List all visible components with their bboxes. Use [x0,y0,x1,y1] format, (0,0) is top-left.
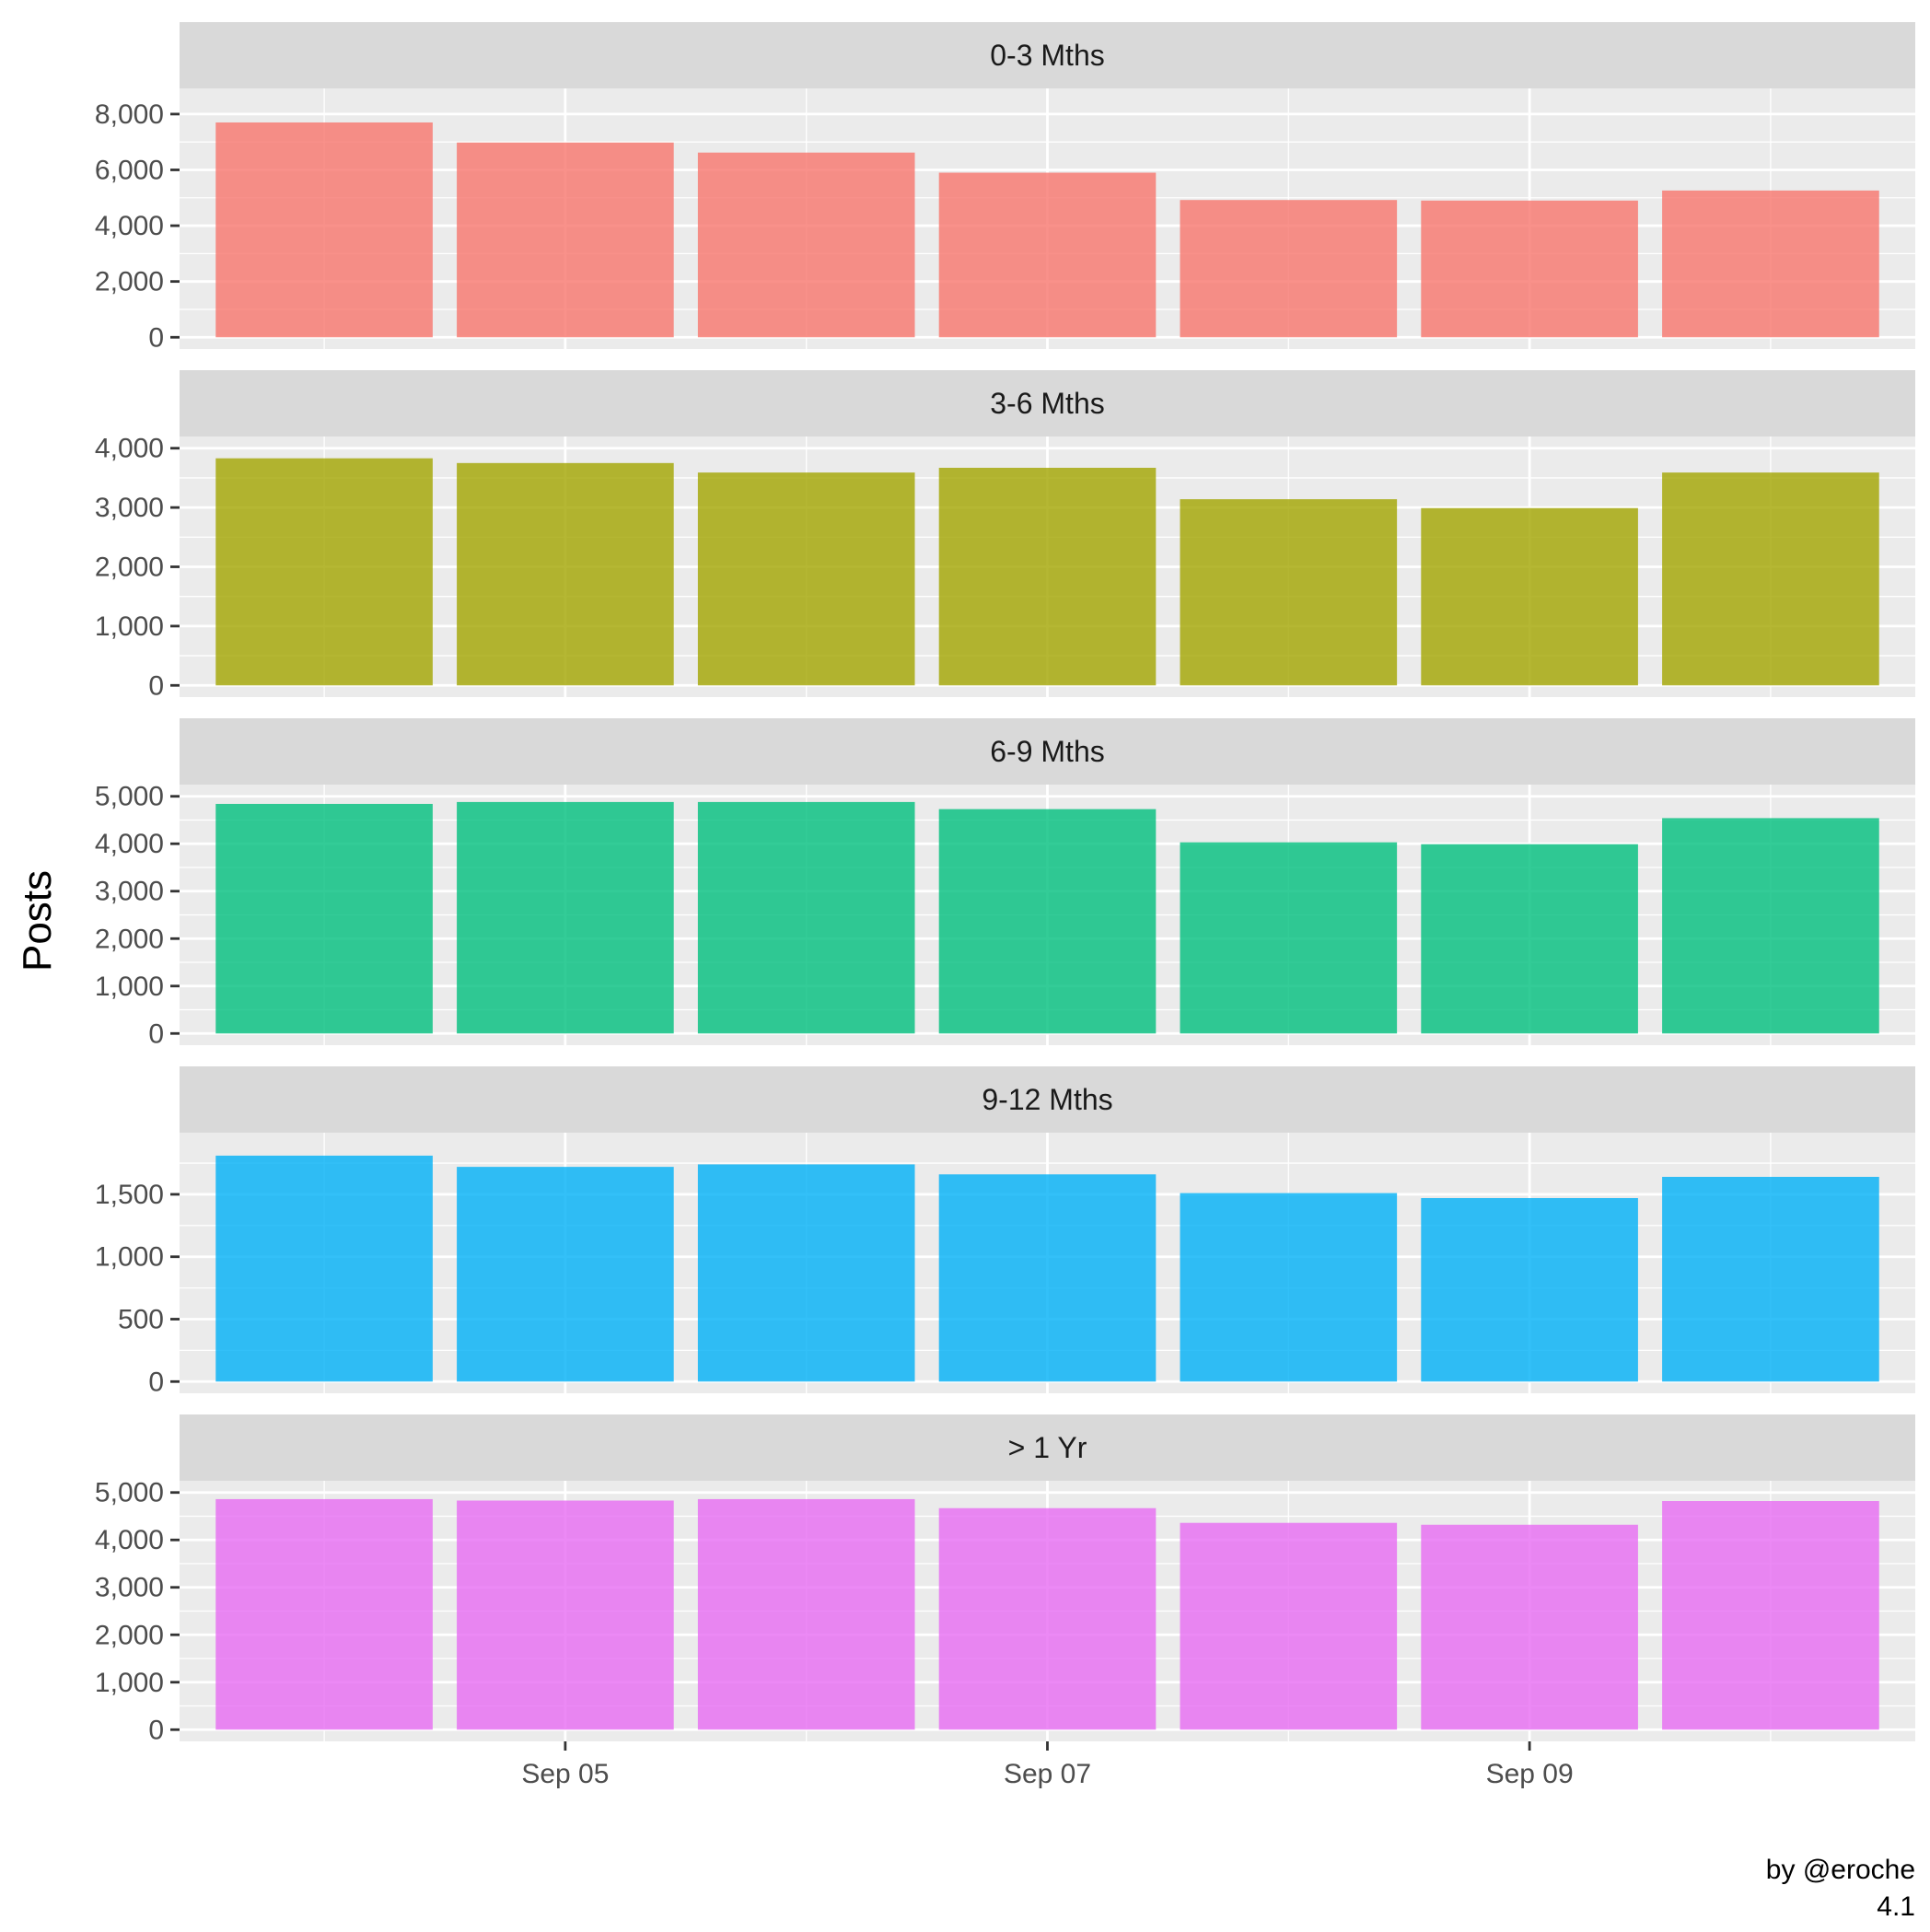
bar [1421,1198,1638,1382]
bar [1662,472,1879,686]
bar [1421,507,1638,686]
y-tick-label: 5,000 [95,782,164,812]
y-tick-label: 0 [148,1018,164,1049]
y-tick-label: 4,000 [95,434,164,464]
y-tick-label: 4,000 [95,829,164,859]
bar [215,122,433,338]
bar [1421,844,1638,1034]
y-axis-label: Posts [15,870,60,972]
bar [1180,499,1398,686]
x-tick-label: Sep 05 [521,1759,609,1789]
bar [457,1500,674,1730]
facet-strip-label: 6-9 Mths [990,735,1104,768]
x-tick-label: Sep 09 [1486,1759,1574,1789]
y-tick-label: 0 [148,322,164,353]
bar [697,1164,915,1382]
y-tick-label: 2,000 [95,1620,164,1650]
chart-panels: 0-3 Mths 0 2,000 4,000 6,000 8,000 3-6 Mths 0 1,… [95,22,1915,1745]
facet-strip [180,1414,1915,1481]
facet-panel: 0-3 Mths 0 2,000 4,000 6,000 8,000 [95,22,1915,353]
y-tick-label: 0 [148,1367,164,1397]
bar [1180,842,1398,1034]
bar [1662,1176,1879,1382]
bar [457,462,674,686]
bar [1180,200,1398,338]
y-tick-label: 3,000 [95,877,164,907]
y-tick-label: 0 [148,670,164,701]
bar [1662,818,1879,1034]
facet-strip [180,718,1915,785]
x-axis: Sep 05 Sep 07 Sep 09 [521,1741,1574,1789]
bar [938,1507,1157,1730]
bar [697,152,915,338]
y-tick-label: 2,000 [95,267,164,297]
y-tick-label: 2,000 [95,924,164,954]
y-tick-label: 1,500 [95,1180,164,1210]
y-tick-label: 3,000 [95,493,164,523]
bar [938,172,1157,338]
y-tick-label: 3,000 [95,1573,164,1603]
bar [697,801,915,1034]
bar [697,472,915,686]
facet-panel: 6-9 Mths 0 1,000 2,000 3,000 4,000 5,000 [95,718,1915,1049]
y-tick-label: 6,000 [95,155,164,185]
facet-strip [180,22,1915,88]
bar [938,1174,1157,1382]
bar [457,1167,674,1382]
y-tick-label: 4,000 [95,1525,164,1555]
bar [457,142,674,338]
y-tick-label: 500 [118,1304,164,1334]
y-tick-label: 2,000 [95,553,164,583]
y-tick-label: 5,000 [95,1478,164,1508]
y-tick-label: 8,000 [95,99,164,130]
bar [215,1498,433,1730]
facet-strip-label: > 1 Yr [1008,1431,1087,1464]
bar [215,458,433,686]
bar [1662,190,1879,338]
facet-panel: 3-6 Mths 0 1,000 2,000 3,000 4,000 [95,370,1915,701]
bar [697,1498,915,1730]
facet-strip-label: 0-3 Mths [990,39,1104,72]
x-tick-label: Sep 07 [1004,1759,1091,1789]
y-tick-label: 4,000 [95,211,164,241]
facet-panel: 9-12 Mths 0 500 1,000 1,500 [95,1066,1915,1397]
facet-strip-label: 9-12 Mths [982,1083,1112,1116]
bar [938,809,1157,1034]
facet-strip [180,1066,1915,1133]
bar [1421,200,1638,338]
caption-author: by @eroche [1766,1855,1915,1885]
bar [938,467,1157,686]
bar [457,801,674,1034]
y-tick-label: 1,000 [95,972,164,1002]
bar [215,1155,433,1382]
bar [1662,1501,1879,1730]
y-tick-label: 1,000 [95,1242,164,1273]
y-tick-label: 1,000 [95,611,164,642]
y-tick-label: 0 [148,1715,164,1745]
caption-version: 4.1 [1877,1891,1915,1922]
facet-strip-label: 3-6 Mths [990,387,1104,420]
y-tick-label: 1,000 [95,1668,164,1698]
bar [1180,1193,1398,1382]
bar [215,803,433,1034]
bar [1421,1524,1638,1730]
bar [1180,1522,1398,1730]
facet-strip [180,370,1915,436]
facet-panel: > 1 Yr 0 1,000 2,000 3,000 4,000 5,000 [95,1414,1915,1745]
